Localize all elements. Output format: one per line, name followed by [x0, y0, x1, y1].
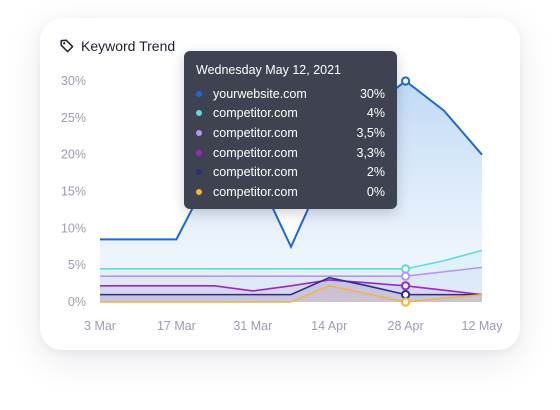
y-axis-tick-labels: 0% 5% 10% 15% 20% 25% 30% [61, 74, 86, 309]
x-tick-label: 12 May [462, 319, 504, 333]
tooltip-series-name: competitor.com [213, 145, 298, 160]
series-markers [401, 76, 411, 307]
series-line [100, 284, 483, 303]
chart-tooltip: Wednesday May 12, 2021 yourwebsite.com 3… [184, 51, 397, 209]
tooltip-row: yourwebsite.com 30% [196, 84, 385, 104]
series-area [100, 277, 482, 302]
y-tick-label: 20% [61, 148, 86, 162]
tooltip-row: competitor.com 2% [196, 162, 385, 182]
series-color-dot [196, 110, 202, 117]
x-tick-label: 14 Apr [311, 319, 347, 333]
x-tick-label: 3 Mar [84, 319, 116, 333]
series-line [100, 266, 483, 278]
tooltip-series-name: competitor.com [213, 125, 298, 140]
series-color-dot [196, 188, 202, 195]
tooltip-series-value: 3,5% [356, 125, 386, 140]
series-line [100, 279, 483, 296]
series-line [100, 79, 483, 250]
y-tick-label: 0% [68, 295, 86, 309]
y-tick-label: 10% [61, 221, 86, 235]
tooltip-series-value: 2% [366, 165, 385, 180]
y-tick-label: 5% [68, 258, 86, 272]
series-area [100, 279, 482, 302]
series-line [100, 276, 482, 296]
tooltip-series-value: 30% [359, 86, 385, 101]
series-color-dot [196, 90, 202, 97]
y-tick-label: 15% [61, 185, 86, 199]
tooltip-row: competitor.com 3,5% [196, 123, 385, 143]
y-tick-label: 30% [61, 74, 86, 88]
x-tick-label: 31 Mar [233, 319, 272, 333]
series-marker [401, 297, 411, 307]
tooltip-date: Wednesday May 12, 2021 [196, 63, 342, 77]
tooltip-series-name: yourwebsite.com [213, 86, 307, 101]
x-tick-label: 17 Mar [157, 319, 196, 333]
series-color-dot [196, 169, 202, 176]
x-axis-tick-labels: 3 Mar 17 Mar 31 Mar 14 Apr 28 Apr 12 May [84, 319, 503, 333]
series-marker [401, 264, 411, 274]
tooltip-row: competitor.com 0% [196, 182, 385, 202]
tooltip-series-name: competitor.com [213, 184, 298, 199]
tooltip-series-name: competitor.com [213, 106, 298, 121]
tag-icon [60, 39, 74, 53]
tooltip-row: competitor.com 4% [196, 104, 385, 124]
tooltip-series-name: competitor.com [213, 165, 298, 180]
card-header: Keyword Trend [59, 37, 175, 55]
series-marker [401, 290, 411, 300]
series-lines [100, 79, 483, 303]
series-marker [401, 271, 411, 281]
series-area [100, 267, 482, 302]
card-title: Keyword Trend [81, 38, 176, 54]
series-color-dot [196, 149, 202, 156]
series-line [100, 249, 483, 270]
tooltip-row: competitor.com 3,3% [196, 143, 385, 163]
series-color-dot [196, 129, 202, 136]
series-marker [401, 76, 411, 86]
tooltip-series-value: 0% [366, 184, 385, 199]
y-tick-label: 25% [61, 111, 86, 125]
x-tick-label: 28 Apr [388, 319, 424, 333]
tooltip-series-value: 4% [366, 106, 385, 121]
tooltip-series-value: 3,3% [356, 145, 386, 160]
series-marker [401, 281, 411, 291]
